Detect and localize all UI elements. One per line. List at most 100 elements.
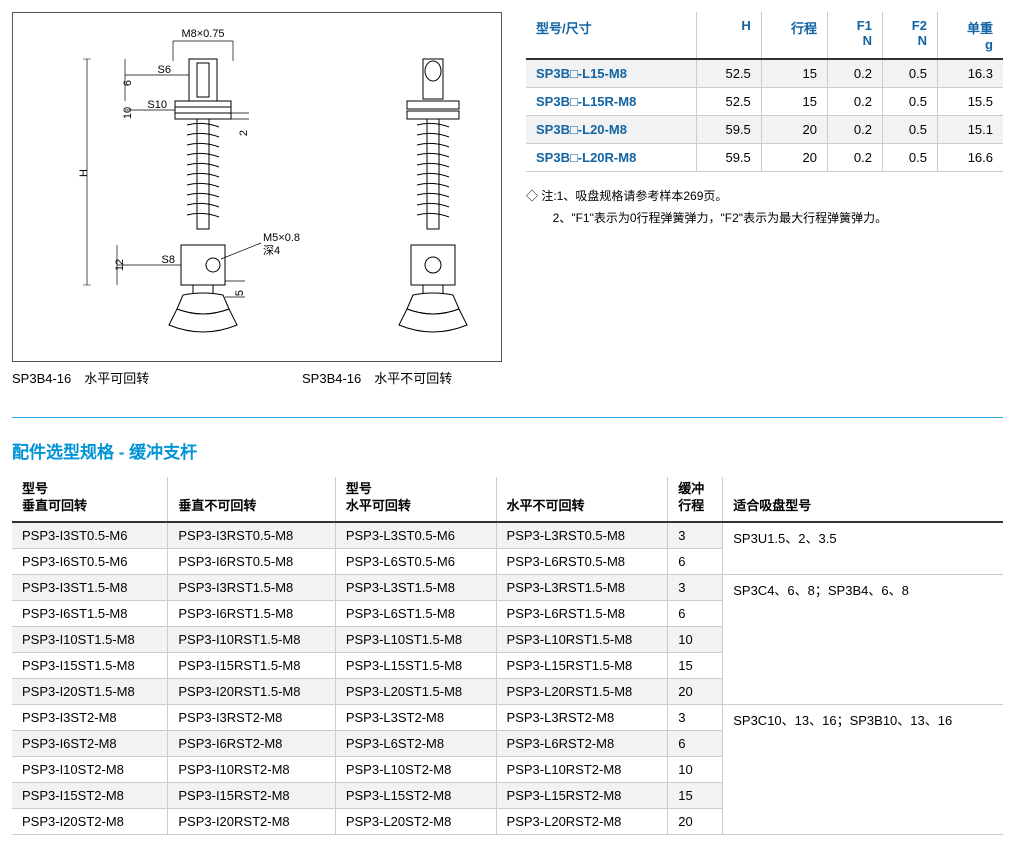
table-cell: 3: [668, 574, 723, 600]
table-cell: PSP3-I20ST1.5-M8: [12, 678, 168, 704]
th-c1: 型号垂直可回转: [12, 477, 168, 522]
table-cell: 3: [668, 704, 723, 730]
spec-table: 型号/尺寸 H 行程 F1N F2N 单重g SP3B□-L15-M852.51…: [526, 12, 1003, 172]
table-cell: 16.3: [937, 59, 1003, 88]
table-cell: 6: [668, 548, 723, 574]
dim-10: 10: [122, 107, 134, 119]
table-cell: PSP3-L20RST2-M8: [496, 808, 668, 834]
table-cell: 20: [761, 116, 827, 144]
table-cell: 0.2: [827, 144, 882, 172]
table-cell: PSP3-L6RST0.5-M8: [496, 548, 668, 574]
table-row: SP3B□-L20R-M859.5200.20.516.6: [526, 144, 1003, 172]
table-cell: PSP3-I6RST1.5-M8: [168, 600, 335, 626]
table-cell: PSP3-L3RST1.5-M8: [496, 574, 668, 600]
table-cell: 15: [668, 782, 723, 808]
th-c5: 缓冲行程: [668, 477, 723, 522]
dim-5: 5: [234, 290, 246, 296]
th-c4: 水平不可回转: [496, 477, 668, 522]
table-cell: SP3B□-L15-M8: [526, 59, 696, 88]
table-cell: PSP3-I3ST2-M8: [12, 704, 168, 730]
section-divider: [12, 417, 1003, 418]
table-cell: PSP3-L6ST0.5-M6: [335, 548, 496, 574]
table-cell: 15.5: [937, 88, 1003, 116]
table-cell: PSP3-I15ST2-M8: [12, 782, 168, 808]
table-cell: PSP3-L6RST2-M8: [496, 730, 668, 756]
dim-H: H: [78, 169, 90, 177]
th-wt: 单重g: [937, 12, 1003, 59]
table-row: PSP3-I3ST1.5-M8PSP3-I3RST1.5-M8PSP3-L3ST…: [12, 574, 1003, 600]
th-model: 型号/尺寸: [526, 12, 696, 59]
table-cell: PSP3-L3ST2-M8: [335, 704, 496, 730]
table-cell: 0.2: [827, 116, 882, 144]
table-cell: PSP3-I3RST1.5-M8: [168, 574, 335, 600]
table-cell: 52.5: [696, 59, 761, 88]
table-cell: 52.5: [696, 88, 761, 116]
table-cell: PSP3-L15ST2-M8: [335, 782, 496, 808]
table-cell: PSP3-I10RST2-M8: [168, 756, 335, 782]
table-cell: 0.5: [882, 144, 937, 172]
table-cell: 3: [668, 522, 723, 549]
table-cell: PSP3-L15ST1.5-M8: [335, 652, 496, 678]
table-cell: PSP3-I15RST1.5-M8: [168, 652, 335, 678]
table-cell: 0.2: [827, 88, 882, 116]
table-cell: 16.6: [937, 144, 1003, 172]
table-cell: PSP3-I3ST0.5-M6: [12, 522, 168, 549]
diagram-wrap: M8×0.75 S6 6: [12, 12, 502, 387]
table-cell: PSP3-I15RST2-M8: [168, 782, 335, 808]
table-cell: PSP3-L20ST1.5-M8: [335, 678, 496, 704]
table-cell: 0.5: [882, 116, 937, 144]
table-cell: PSP3-I3RST2-M8: [168, 704, 335, 730]
table-cell: PSP3-I10ST1.5-M8: [12, 626, 168, 652]
table-cell: PSP3-I20ST2-M8: [12, 808, 168, 834]
table-cell: 0.2: [827, 59, 882, 88]
dim-thread-top: M8×0.75: [181, 28, 224, 40]
table-cell: 20: [668, 808, 723, 834]
top-section: M8×0.75 S6 6: [12, 12, 1003, 387]
table-cell: 20: [668, 678, 723, 704]
table-cell: PSP3-I6ST1.5-M8: [12, 600, 168, 626]
dim-12: 12: [114, 259, 126, 271]
dim-s10: S10: [147, 99, 167, 111]
table-cell: PSP3-I3ST1.5-M8: [12, 574, 168, 600]
table-cell: PSP3-I10RST1.5-M8: [168, 626, 335, 652]
table-cell: 20: [761, 144, 827, 172]
dim-2: 2: [238, 130, 250, 136]
table-cell: PSP3-I6ST2-M8: [12, 730, 168, 756]
table-cell: PSP3-L10RST1.5-M8: [496, 626, 668, 652]
dim-6: 6: [122, 80, 134, 86]
table-cell: SP3B□-L20R-M8: [526, 144, 696, 172]
table-cell-suction: SP3C4、6、8；SP3B4、6、8: [723, 574, 1003, 704]
table-cell: SP3B□-L20-M8: [526, 116, 696, 144]
table-cell: 15: [761, 88, 827, 116]
table-cell: PSP3-L10ST2-M8: [335, 756, 496, 782]
technical-drawing: M8×0.75 S6 6: [12, 12, 502, 362]
table-cell: SP3B□-L15R-M8: [526, 88, 696, 116]
table-cell-suction: SP3U1.5、2、3.5: [723, 522, 1003, 575]
footnote: ◇ 注:1、吸盘规格请参考样本269页。 2、"F1"表示为0行程弹簧弹力，"F…: [526, 186, 1003, 229]
th-c2: 垂直不可回转: [168, 477, 335, 522]
table-cell: PSP3-L3RST2-M8: [496, 704, 668, 730]
th-f2: F2N: [882, 12, 937, 59]
table-cell: PSP3-L15RST2-M8: [496, 782, 668, 808]
table-row: PSP3-I3ST2-M8PSP3-I3RST2-M8PSP3-L3ST2-M8…: [12, 704, 1003, 730]
table-cell: PSP3-I15ST1.5-M8: [12, 652, 168, 678]
table-cell: PSP3-I6ST0.5-M6: [12, 548, 168, 574]
table-cell: PSP3-I10ST2-M8: [12, 756, 168, 782]
th-f1: F1N: [827, 12, 882, 59]
dim-depth: 深4: [263, 244, 280, 257]
dim-s8: S8: [162, 254, 175, 266]
table-cell: 10: [668, 756, 723, 782]
table-cell: PSP3-I6RST0.5-M8: [168, 548, 335, 574]
table-cell: PSP3-L10RST2-M8: [496, 756, 668, 782]
table-row: SP3B□-L15R-M852.5150.20.515.5: [526, 88, 1003, 116]
table-cell: PSP3-I3RST0.5-M8: [168, 522, 335, 549]
table-cell: 15: [668, 652, 723, 678]
th-stroke: 行程: [761, 12, 827, 59]
table-cell: PSP3-L6RST1.5-M8: [496, 600, 668, 626]
table-cell: PSP3-I20RST1.5-M8: [168, 678, 335, 704]
dim-thread-side: M5×0.8: [263, 232, 300, 244]
table-cell: PSP3-L3ST1.5-M8: [335, 574, 496, 600]
table-cell: PSP3-L3ST0.5-M6: [335, 522, 496, 549]
table-cell: 15.1: [937, 116, 1003, 144]
table-row: SP3B□-L15-M852.5150.20.516.3: [526, 59, 1003, 88]
